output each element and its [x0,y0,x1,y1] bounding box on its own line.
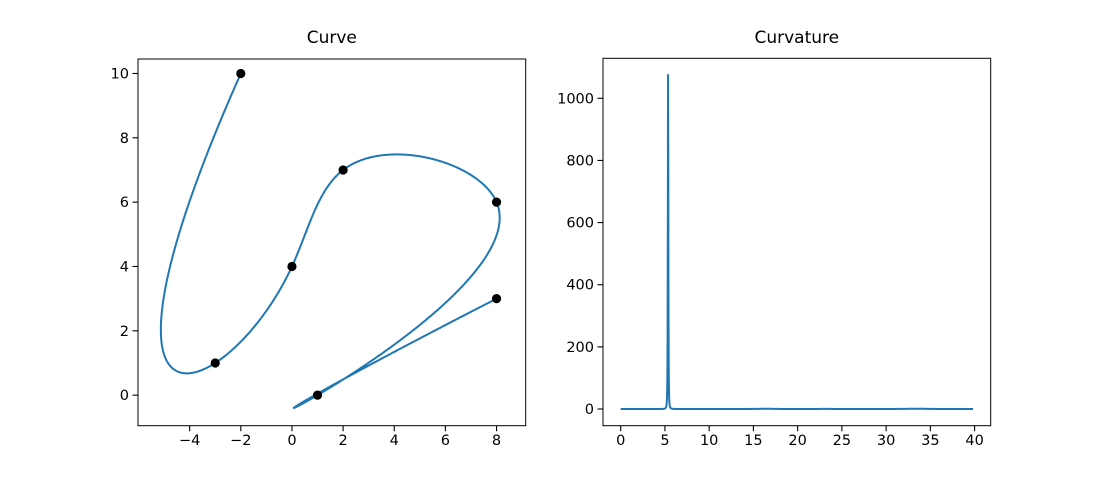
x-tick-label: 0 [287,433,296,449]
x-tick-label: −2 [230,433,251,449]
control-point-marker [236,68,246,79]
control-point-marker [491,197,502,207]
y-tick-label: 0 [585,402,594,418]
x-tick-label: 10 [700,433,718,449]
y-tick-label: 6 [120,195,129,211]
control-point-marker [287,261,297,272]
y-tick-label: 0 [120,388,129,404]
x-tick-label: 35 [921,433,939,449]
y-tick-label: 2 [120,324,129,340]
curve-path [159,73,501,410]
curvature-path [619,73,974,411]
left-plot-axes: −4 −2 0 2 4 6 8 0 2 4 6 8 10 [111,58,527,449]
x-tick-label: 0 [616,433,625,449]
right-plot-title: Curvature [754,28,839,48]
control-point-marker [312,390,323,400]
left-plot-title: Curve [307,28,357,48]
y-tick-label: 4 [120,259,129,275]
axes-spines [137,58,527,427]
x-tick-label: 4 [390,433,399,449]
control-point-marker [210,358,220,368]
control-point-marker [338,165,348,175]
x-tick-label: 25 [833,433,851,449]
y-tick-label: 200 [566,340,594,356]
y-tick-label: 10 [111,66,129,82]
y-tick-label: 1000 [557,91,594,107]
x-tick-label: 20 [788,433,806,449]
y-tick-label: 400 [566,278,594,294]
control-point-marker [491,294,502,304]
x-tick-label: 6 [441,433,450,449]
y-tick-label: 800 [566,153,594,169]
x-tick-label: 5 [660,433,669,449]
x-tick-label: 2 [338,433,347,449]
x-tick-label: 15 [744,433,762,449]
x-tick-label: −4 [179,433,200,449]
x-tick-label: 30 [877,433,895,449]
x-tick-label: 8 [492,433,501,449]
axes-spines [602,57,992,427]
y-tick-label: 600 [566,216,594,232]
y-tick-label: 8 [120,131,129,147]
x-tick-label: 40 [965,433,983,449]
